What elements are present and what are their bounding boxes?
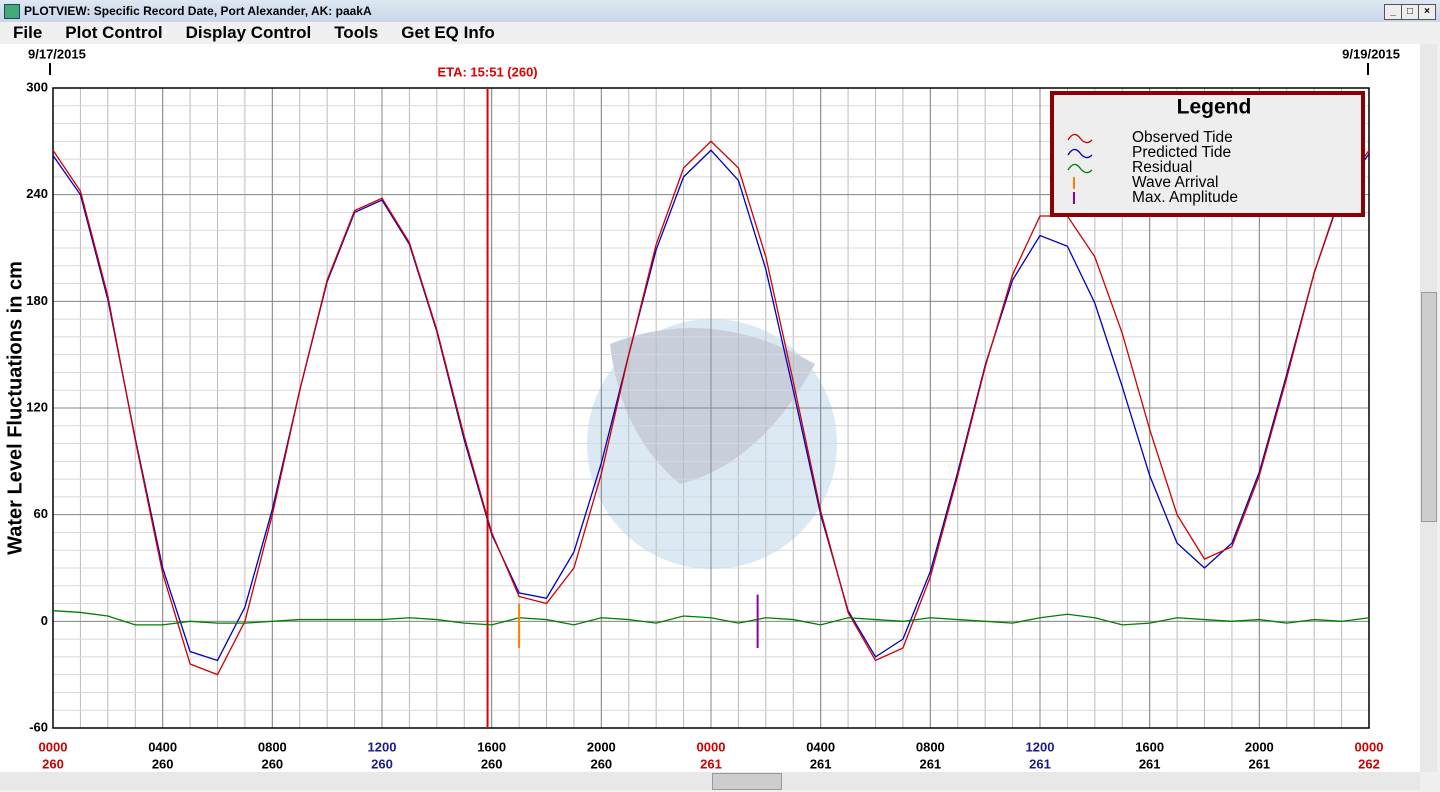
app-icon	[4, 4, 20, 19]
x-tick-day: 260	[152, 756, 174, 771]
legend-swatch	[1067, 133, 1093, 144]
x-tick-label: 0400	[806, 739, 835, 754]
x-tick-day: 261	[1248, 756, 1270, 771]
x-tick-label: 0800	[258, 739, 287, 754]
x-tick-day: 260	[371, 756, 393, 771]
x-tick-day: 261	[700, 756, 722, 771]
plot-frame	[52, 87, 1370, 729]
x-tick-day: 261	[1139, 756, 1161, 771]
x-tick-label: 0000	[697, 739, 726, 754]
legend-title: Legend	[1177, 96, 1252, 119]
eta-label: ETA: 15:51 (260)	[437, 64, 537, 79]
x-tick-day: 260	[590, 756, 612, 771]
series-line	[52, 140, 1370, 676]
series-line	[52, 149, 1370, 662]
chart: -60 0 60 120 180 240 300 0000 260 0400 260 0800 260 1…	[0, 44, 1420, 772]
y-tick-label: -60	[29, 719, 48, 734]
title-bar: PLOTVIEW: Specific Record Date, Port Ale…	[0, 0, 1440, 22]
watermark	[610, 328, 815, 484]
x-tick-label: 0800	[916, 739, 945, 754]
y-tick-label: 120	[26, 399, 48, 414]
series-line	[52, 610, 1370, 626]
maximize-button[interactable]: □	[1401, 4, 1419, 20]
x-tick-label: 0400	[148, 739, 177, 754]
y-tick-label: 240	[26, 186, 48, 201]
scroll-thumb[interactable]	[1421, 292, 1437, 522]
legend-label: Wave Arrival	[1132, 174, 1218, 191]
x-tick-label: 2000	[1245, 739, 1274, 754]
x-tick-day: 260	[42, 756, 64, 771]
y-tick-label: 180	[26, 293, 48, 308]
menu-item[interactable]: Display Control	[185, 23, 312, 42]
x-tick-day: 261	[1029, 756, 1051, 771]
x-tick-label: 0000	[1355, 739, 1384, 754]
x-tick-day: 260	[481, 756, 503, 771]
horizontal-scrollbar[interactable]	[0, 772, 1420, 790]
y-tick-label: 300	[26, 79, 48, 94]
legend-swatch	[1067, 163, 1093, 174]
y-tick-label: 60	[34, 506, 48, 521]
date-label: 9/19/2015	[1342, 46, 1400, 61]
x-tick-day: 260	[261, 756, 283, 771]
y-axis-label: Water Level Fluctuations in cm	[4, 261, 26, 555]
vertical-scrollbar[interactable]	[1420, 44, 1437, 772]
x-tick-day: 262	[1358, 756, 1380, 771]
legend-label: Observed Tide	[1132, 129, 1233, 146]
legend-label: Residual	[1132, 159, 1192, 176]
close-button[interactable]: ×	[1418, 4, 1436, 20]
x-tick-label: 1200	[1026, 739, 1055, 754]
menu-item[interactable]: Tools	[334, 23, 379, 42]
menu-bar: File Plot Control Display Control Tools Get …	[0, 22, 1440, 44]
menu-item[interactable]: File	[13, 23, 43, 42]
x-tick-label: 1200	[368, 739, 397, 754]
y-tick-label: 0	[41, 613, 48, 628]
legend-label: Max. Amplitude	[1132, 189, 1238, 206]
date-label: 9/17/2015	[28, 46, 86, 61]
x-tick-day: 261	[810, 756, 832, 771]
x-tick-label: 1600	[1135, 739, 1164, 754]
scroll-thumb[interactable]	[712, 773, 782, 790]
menu-item[interactable]: Plot Control	[65, 23, 163, 42]
window-title: PLOTVIEW: Specific Record Date, Port Ale…	[24, 4, 372, 18]
x-tick-label: 0000	[39, 739, 68, 754]
x-tick-day: 261	[919, 756, 941, 771]
x-tick-label: 1600	[477, 739, 506, 754]
legend-swatch	[1067, 148, 1093, 159]
menu-item[interactable]: Get EQ Info	[401, 23, 495, 42]
legend-box	[1050, 91, 1365, 217]
x-tick-label: 2000	[587, 739, 616, 754]
legend-label: Predicted Tide	[1132, 144, 1231, 161]
minimize-button[interactable]: _	[1384, 4, 1402, 20]
